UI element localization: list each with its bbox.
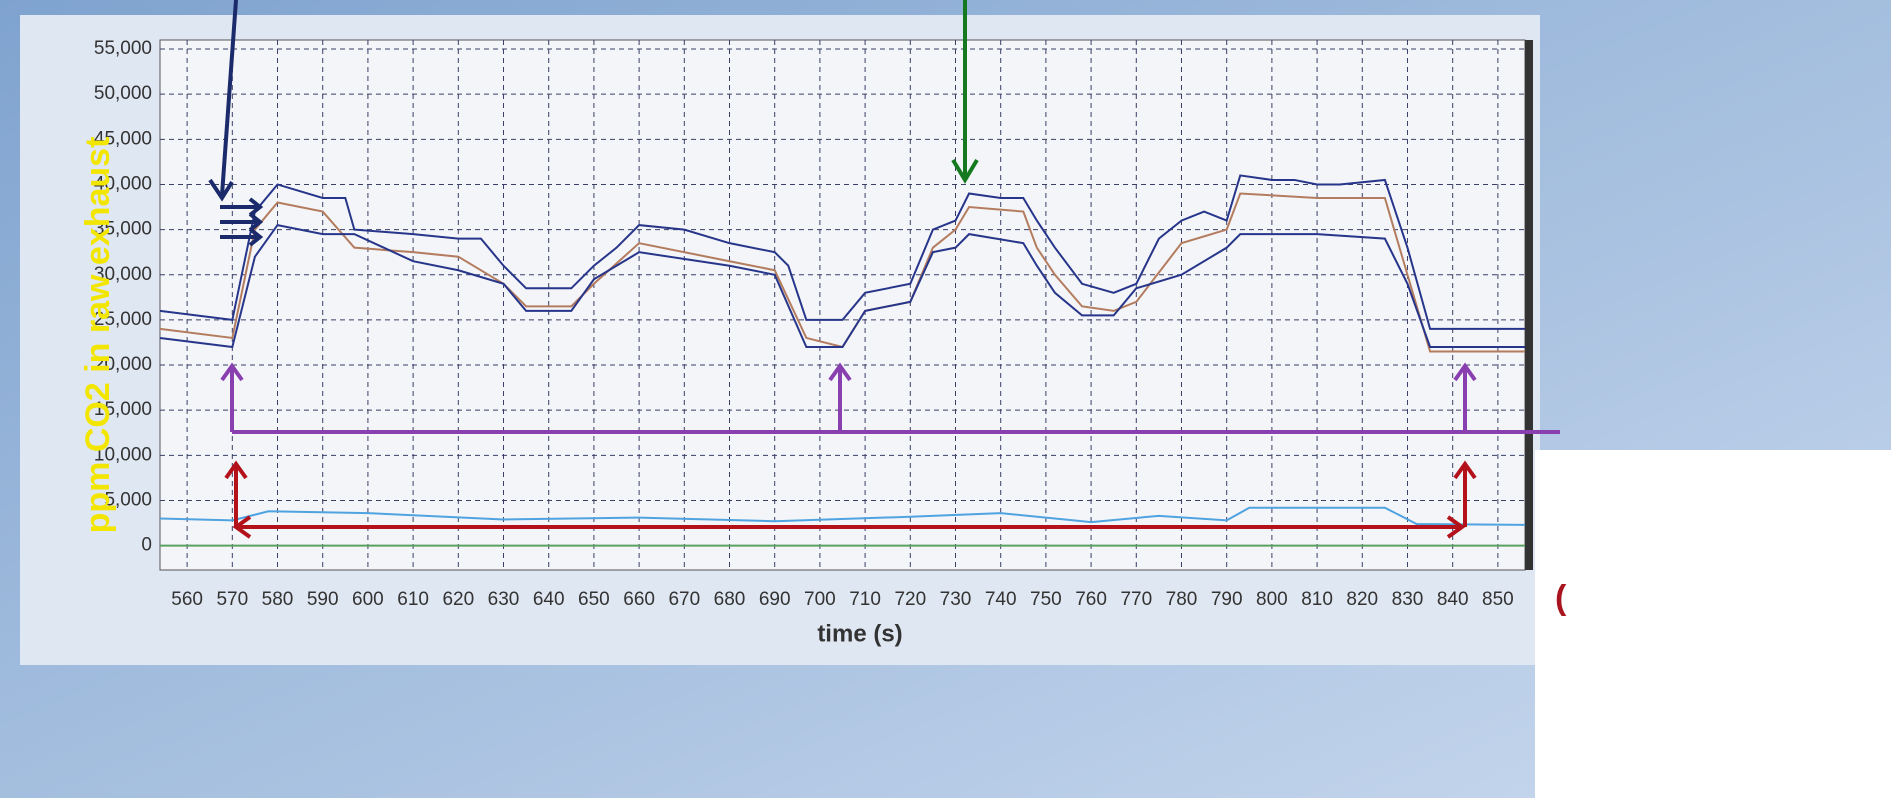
x-tick-label: 600 [352,589,384,610]
screenshot: 05,00010,00015,00020,00025,00030,00035,0… [0,0,1891,798]
x-tick-label: 790 [1211,589,1243,610]
y-axis-label: ppm CO2 in raw exhaust [79,137,117,534]
x-tick-label: 640 [533,589,565,610]
x-tick-label: 820 [1346,589,1378,610]
x-tick-label: 770 [1120,589,1152,610]
x-tick-label: 580 [262,589,294,610]
annotation-text: ( [1555,579,1567,617]
x-tick-label: 560 [171,589,203,610]
x-tick-label: 690 [759,589,791,610]
x-axis-label: time (s) [817,620,902,647]
x-tick-label: 720 [894,589,926,610]
x-tick-label: 800 [1256,589,1288,610]
overlay-box [1535,450,1891,798]
x-tick-label: 710 [849,589,881,610]
x-tick-label: 760 [1075,589,1107,610]
x-tick-label: 670 [668,589,700,610]
x-tick-label: 780 [1166,589,1198,610]
x-tick-label: 730 [940,589,972,610]
x-tick-label: 590 [307,589,339,610]
x-tick-label: 750 [1030,589,1062,610]
x-tick-label: 570 [216,589,248,610]
x-tick-label: 700 [804,589,836,610]
x-tick-label: 840 [1437,589,1469,610]
x-tick-label: 610 [397,589,429,610]
y-tick-label: 55,000 [94,38,152,59]
x-tick-label: 660 [623,589,655,610]
x-tick-label: 810 [1301,589,1333,610]
scrollbar [1525,40,1533,570]
x-tick-label: 830 [1392,589,1424,610]
y-tick-label: 50,000 [94,83,152,104]
plot-area [160,40,1525,570]
x-tick-label: 620 [442,589,474,610]
x-tick-label: 740 [985,589,1017,610]
x-tick-label: 630 [488,589,520,610]
x-tick-label: 850 [1482,589,1514,610]
y-tick-label: 0 [141,535,152,556]
x-tick-label: 650 [578,589,610,610]
x-tick-label: 680 [714,589,746,610]
